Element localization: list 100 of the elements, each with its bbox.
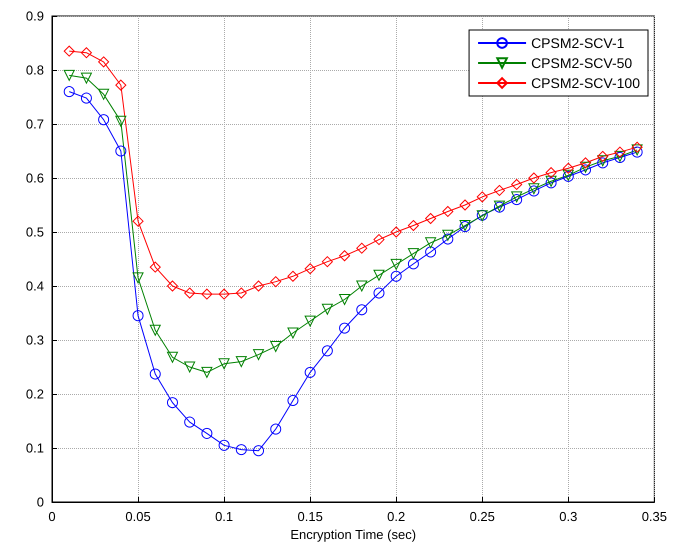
point <box>150 324 161 336</box>
point <box>442 230 454 241</box>
y-tick-label: 0.1 <box>26 440 44 456</box>
point <box>253 445 264 456</box>
x-tick-label: 0.15 <box>297 509 323 524</box>
point <box>150 368 161 380</box>
point <box>270 276 282 288</box>
point <box>408 258 419 270</box>
point <box>408 220 419 232</box>
point <box>322 256 333 268</box>
y-tick-label: 0.3 <box>26 332 44 348</box>
point <box>64 46 75 57</box>
point <box>511 178 522 190</box>
point <box>425 213 436 224</box>
point <box>287 394 298 406</box>
point <box>253 349 264 360</box>
point <box>270 424 282 435</box>
point <box>356 280 368 292</box>
point <box>425 246 436 258</box>
point <box>132 272 144 284</box>
point <box>64 86 75 98</box>
point <box>373 234 384 246</box>
point <box>253 280 264 292</box>
point <box>98 56 110 68</box>
x-tick-label: 0 <box>48 509 56 524</box>
point <box>460 200 471 210</box>
x-tick-label: 0.3 <box>559 509 578 524</box>
point <box>390 226 402 238</box>
point <box>218 358 230 370</box>
point <box>132 216 144 227</box>
point <box>356 304 368 316</box>
point <box>614 146 626 158</box>
point <box>115 116 126 127</box>
point <box>632 144 643 156</box>
point <box>64 70 75 81</box>
point <box>201 366 212 378</box>
point <box>632 146 643 158</box>
point <box>597 150 608 162</box>
legend-label: CPSM2-SCV-1 <box>531 35 625 51</box>
point <box>580 157 592 168</box>
point <box>270 340 282 352</box>
point <box>287 327 298 338</box>
point <box>236 288 247 299</box>
point <box>236 444 247 456</box>
point <box>166 280 178 292</box>
point <box>132 310 144 322</box>
point <box>115 146 126 156</box>
y-tick-label: 0.7 <box>26 116 44 132</box>
legend-label: CPSM2-SCV-100 <box>531 75 640 91</box>
x-tick-label: 0.1 <box>215 509 234 524</box>
point <box>304 316 316 327</box>
point <box>184 288 196 299</box>
point <box>339 322 350 334</box>
point <box>494 184 505 196</box>
point <box>304 263 316 274</box>
x-axis-title: Encryption Time (sec) <box>290 526 416 542</box>
point <box>632 142 643 153</box>
point <box>80 72 92 84</box>
point <box>442 206 454 217</box>
point <box>166 397 178 408</box>
point <box>236 356 247 368</box>
point <box>390 258 402 270</box>
point <box>339 250 350 262</box>
point <box>511 194 522 206</box>
point <box>373 270 384 281</box>
y-tick-label: 0 <box>36 494 44 510</box>
point <box>390 270 402 282</box>
point <box>562 162 574 174</box>
point <box>218 288 230 300</box>
point <box>580 164 592 176</box>
x-tick-label: 0.2 <box>387 509 406 524</box>
point <box>115 80 126 91</box>
point <box>80 47 92 58</box>
x-tick-label: 0.05 <box>125 509 151 524</box>
point <box>98 88 110 100</box>
y-tick-label: 0.4 <box>26 278 44 294</box>
point <box>304 366 316 378</box>
point <box>166 352 178 363</box>
x-tick-label: 0.25 <box>470 509 495 524</box>
point <box>356 242 368 254</box>
point <box>322 345 333 356</box>
point <box>201 288 212 300</box>
point <box>150 262 161 273</box>
point <box>287 270 298 282</box>
y-tick-label: 0.2 <box>26 386 44 402</box>
point <box>184 416 196 428</box>
y-tick-label: 0.8 <box>26 62 44 78</box>
point <box>408 248 419 260</box>
point <box>374 288 384 299</box>
point <box>98 114 110 126</box>
point <box>322 304 333 315</box>
point <box>511 191 522 202</box>
y-tick-label: 0.6 <box>26 170 44 186</box>
point <box>218 440 230 451</box>
y-tick-label: 0.9 <box>26 8 44 24</box>
point <box>528 172 540 184</box>
point <box>425 237 436 248</box>
point <box>184 362 196 372</box>
point <box>580 162 592 173</box>
legend-label: CPSM2-SCV-50 <box>531 55 632 71</box>
